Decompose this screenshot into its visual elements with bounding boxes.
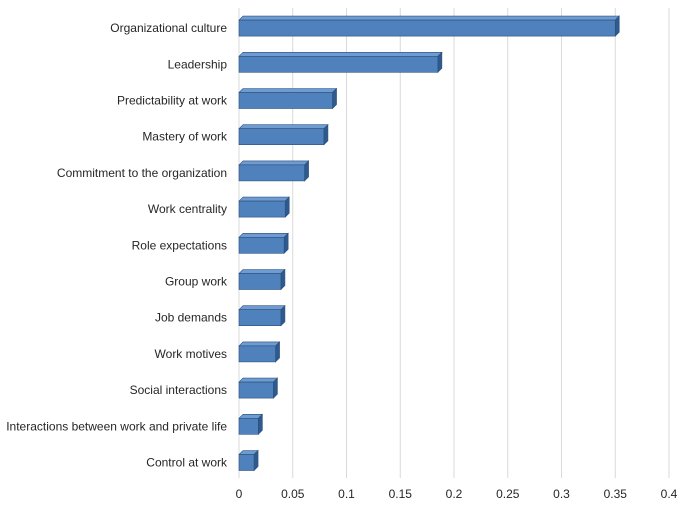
bar [238,87,338,110]
bar-front-face [238,381,274,399]
bar-side-face [280,304,286,327]
bar-side-face [253,449,259,472]
x-tick-label: 0.25 [496,487,520,501]
x-tick-label: 0.1 [338,487,355,501]
bar [238,449,259,472]
category-label: Interactions between work and private li… [6,419,227,433]
bar-front-face [238,128,325,145]
bar [238,268,286,291]
bar-front-face [238,273,282,290]
bars [238,15,620,472]
category-labels: Organizational culture Leadership Predicta… [6,21,228,469]
bar-side-face [614,15,620,37]
x-tick-label: 0.35 [604,487,628,501]
category-label: Work motives [155,347,227,361]
bar-front-face [238,55,439,73]
bar-side-face [332,87,337,110]
category-label: Social interactions [130,383,227,397]
bar [238,413,264,436]
x-tick-label: 0.4 [661,487,678,501]
bar [238,160,310,182]
bar-top-face [238,51,443,57]
category-label: Commitment to the organization [57,166,227,180]
x-tick-label: 0.05 [281,487,305,501]
bar [238,123,329,146]
bar-side-face [284,196,290,218]
bar-top-face [238,160,310,166]
category-label: Role expectations [132,238,227,252]
bar-front-face [238,309,282,327]
bar-top-face [238,88,338,93]
bar-front-face [238,237,285,254]
x-tick-label: 0.15 [389,487,413,501]
bar [238,15,620,37]
bar-side-face [283,232,289,255]
category-label: Job demands [155,311,227,325]
bar-front-face [238,417,259,435]
bar-front-face [238,454,255,471]
category-label: Mastery of work [142,130,228,144]
bar-front-face [238,345,276,363]
bar-side-face [280,268,286,291]
bar [238,304,286,327]
bar-top-face [238,341,281,347]
bar-top-face [238,196,290,202]
bar-front-face [238,92,333,109]
bar-top-face [238,124,329,129]
x-tick-label: 0 [236,487,243,501]
category-label: Leadership [168,57,228,71]
bar-top-face [238,233,289,238]
category-label: Control at work [146,456,228,470]
bar-front-face [238,200,286,218]
bar [238,377,279,399]
x-tick-label: 0.2 [446,487,463,501]
bar-side-face [304,160,309,182]
bar-top-face [238,269,286,274]
category-label: Predictability at work [117,94,228,108]
category-label: Group work [165,275,228,289]
bar-side-face [273,377,278,399]
bar-front-face [238,164,305,182]
bar-side-face [275,341,280,363]
category-label: Work centrality [148,202,227,216]
bar-side-face [437,51,443,74]
bar [238,232,289,255]
x-tick-label: 0.3 [553,487,570,501]
bar [238,51,443,74]
bar-side-face [258,413,263,436]
x-axis-tick-labels: 0 0.05 0.1 0.15 0.2 0.25 0.3 0.35 0.4 [236,487,678,501]
gridlines [238,8,670,478]
bar-side-face [323,123,329,146]
bar-front-face [238,19,616,37]
bar [238,196,290,218]
bar-top-face [238,377,279,383]
bar-top-face [238,305,286,311]
bar-top-face [238,15,620,21]
bar [238,341,281,363]
category-label: Organizational culture [110,21,227,35]
